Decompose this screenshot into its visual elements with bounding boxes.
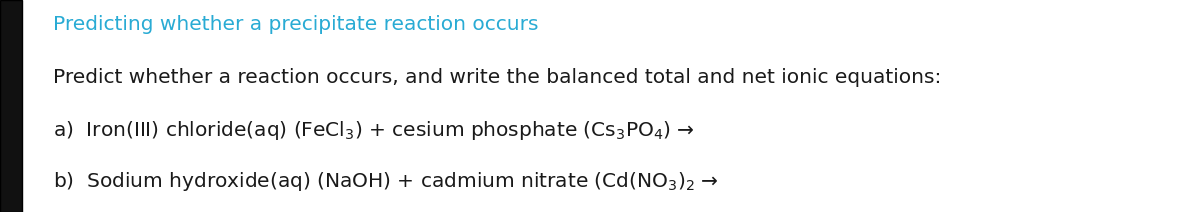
Text: b)  Sodium hydroxide(aq) (NaOH) + cadmium nitrate (Cd(NO$_{3}$)$_{2}$ →: b) Sodium hydroxide(aq) (NaOH) + cadmium…: [53, 170, 719, 192]
Text: Predict whether a reaction occurs, and write the balanced total and net ionic eq: Predict whether a reaction occurs, and w…: [53, 68, 941, 87]
Text: Predicting whether a precipitate reaction occurs: Predicting whether a precipitate reactio…: [53, 15, 539, 34]
Text: a)  Iron(III) chloride(aq) (FeCl$_{3}$) + cesium phosphate (Cs$_{3}$PO$_{4}$) →: a) Iron(III) chloride(aq) (FeCl$_{3}$) +…: [53, 119, 695, 142]
